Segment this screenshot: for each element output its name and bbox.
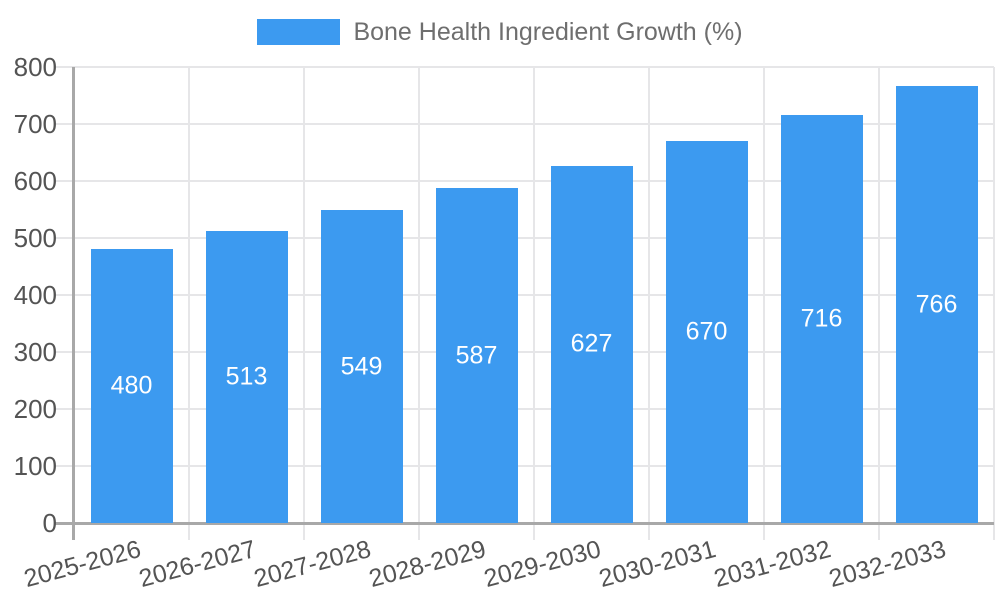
x-gridline xyxy=(188,67,190,540)
y-gridline xyxy=(55,294,994,296)
chart-legend[interactable]: Bone Health Ingredient Growth (%) xyxy=(0,17,1000,47)
x-tick-label: 2029-2030 xyxy=(481,535,604,593)
bar-value-label: 480 xyxy=(110,371,153,400)
x-gridline xyxy=(993,67,995,540)
y-tick-label: 200 xyxy=(13,394,57,424)
bar-value-label: 670 xyxy=(685,317,728,346)
x-tick-label: 2032-2033 xyxy=(826,535,949,593)
x-gridline xyxy=(418,67,420,540)
bar: 716 xyxy=(780,114,863,523)
y-tick-label: 100 xyxy=(13,451,57,481)
y-gridline xyxy=(55,66,994,68)
x-tick-label: 2028-2029 xyxy=(366,535,489,593)
bar-value-label: 549 xyxy=(340,352,383,381)
y-tick-label: 700 xyxy=(13,109,57,139)
bar: 513 xyxy=(205,230,288,523)
bar-value-label: 766 xyxy=(915,290,958,319)
bar-value-label: 513 xyxy=(225,362,268,391)
legend-label: Bone Health Ingredient Growth (%) xyxy=(353,18,743,46)
bar: 549 xyxy=(320,210,403,523)
bar: 480 xyxy=(90,249,173,523)
x-gridline xyxy=(648,67,650,540)
legend-swatch xyxy=(257,19,341,45)
x-tick-label: 2027-2028 xyxy=(251,535,374,593)
y-gridline xyxy=(55,351,994,353)
x-gridline xyxy=(878,67,880,540)
x-gridline xyxy=(533,67,535,540)
y-gridline xyxy=(55,237,994,239)
y-gridline xyxy=(55,408,994,410)
bar-value-label: 716 xyxy=(800,304,843,333)
y-tick-label: 300 xyxy=(13,337,57,367)
x-gridline xyxy=(763,67,765,540)
x-gridline xyxy=(303,67,305,540)
bar: 670 xyxy=(665,141,748,523)
bar: 627 xyxy=(550,165,633,523)
y-gridline xyxy=(55,123,994,125)
y-tick-label: 600 xyxy=(13,166,57,196)
y-tick-label: 500 xyxy=(13,223,57,253)
y-gridline xyxy=(55,180,994,182)
y-axis-line xyxy=(72,67,75,540)
y-tick-label: 400 xyxy=(13,280,57,310)
bar: 766 xyxy=(895,86,978,523)
x-tick-label: 2025-2026 xyxy=(21,535,144,593)
y-tick-label: 800 xyxy=(13,52,57,82)
y-gridline xyxy=(55,465,994,467)
plot-area: 0 100 200 300 400 500 600 700 800 480 2025-2026 513… xyxy=(14,53,995,593)
x-tick-label: 2031-2032 xyxy=(711,535,834,593)
x-tick-label: 2030-2031 xyxy=(596,535,719,593)
x-axis-line xyxy=(55,522,994,525)
bar-value-label: 587 xyxy=(455,341,498,370)
bar-value-label: 627 xyxy=(570,329,613,358)
x-tick-label: 2026-2027 xyxy=(136,535,259,593)
bar: 587 xyxy=(435,188,518,523)
y-tick-label: 0 xyxy=(42,508,57,538)
